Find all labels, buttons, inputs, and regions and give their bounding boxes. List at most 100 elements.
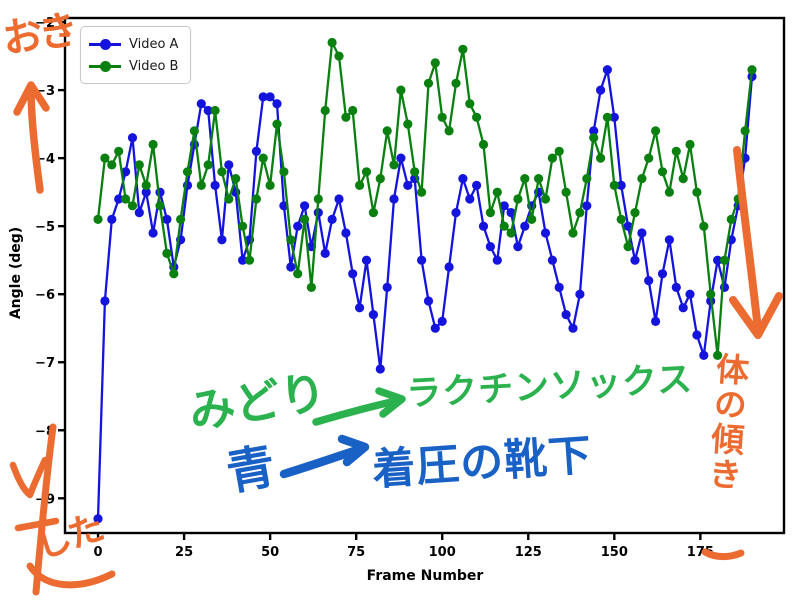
data-point-marker	[375, 174, 385, 184]
data-point-marker	[589, 126, 599, 136]
data-point-marker	[706, 289, 716, 299]
data-point-marker	[148, 139, 158, 150]
data-point-marker	[506, 228, 516, 238]
data-point-marker	[568, 228, 578, 238]
data-point-marker	[540, 228, 551, 238]
y-tick-label: −3	[35, 84, 55, 99]
data-point-marker	[561, 187, 571, 197]
data-point-marker	[664, 235, 675, 245]
y-tick-label: −8	[35, 424, 55, 439]
series-video-b	[93, 37, 757, 360]
data-point-marker	[657, 167, 668, 177]
data-point-marker	[396, 153, 406, 163]
data-point-marker	[258, 92, 268, 102]
data-point-marker	[210, 105, 220, 116]
data-point-marker	[423, 78, 434, 88]
data-point-marker	[306, 282, 316, 292]
data-point-marker	[596, 85, 606, 95]
x-tick-label: 175	[687, 545, 714, 560]
data-point-marker	[155, 201, 165, 211]
data-point-marker	[485, 208, 495, 218]
data-point-marker	[747, 65, 757, 75]
data-point-marker	[740, 126, 750, 136]
data-point-marker	[224, 160, 234, 170]
data-point-marker	[238, 221, 248, 231]
data-point-marker	[341, 228, 351, 238]
data-point-marker	[293, 221, 303, 231]
data-point-marker	[114, 146, 124, 156]
data-point-marker	[540, 194, 551, 204]
data-point-marker	[141, 180, 151, 190]
data-point-marker	[203, 160, 213, 170]
data-point-marker	[121, 194, 131, 204]
x-axis-label: Frame Number	[366, 568, 484, 584]
data-point-marker	[238, 255, 248, 265]
handwritten-note-top-left: おき	[0, 7, 78, 63]
data-point-marker	[189, 126, 199, 136]
data-point-marker	[527, 214, 537, 224]
data-point-marker	[107, 160, 117, 170]
data-point-marker	[534, 174, 544, 184]
data-point-marker	[217, 235, 227, 245]
data-point-marker	[589, 133, 599, 143]
data-point-marker	[644, 276, 654, 286]
data-point-marker	[451, 78, 461, 88]
data-point-marker	[334, 194, 344, 204]
data-point-marker	[93, 214, 103, 224]
data-point-marker	[451, 208, 461, 218]
data-point-marker	[100, 296, 110, 306]
x-tick-label: 0	[94, 545, 103, 560]
data-point-marker	[478, 139, 489, 150]
data-point-marker	[127, 201, 138, 211]
data-point-marker	[609, 112, 619, 122]
data-point-marker	[361, 255, 372, 265]
y-tick-label: −9	[35, 492, 55, 507]
data-point-marker	[499, 201, 509, 211]
data-point-marker	[272, 119, 282, 129]
x-tick-label: 25	[175, 545, 193, 560]
data-point-marker	[664, 187, 675, 197]
legend-item-video-b: Video B	[89, 55, 178, 77]
data-point-marker	[554, 146, 564, 156]
data-point-marker	[547, 153, 558, 163]
data-point-marker	[334, 51, 344, 61]
data-point-marker	[320, 105, 330, 116]
data-point-marker	[692, 330, 702, 340]
data-point-marker	[265, 92, 275, 102]
data-point-marker	[134, 160, 144, 170]
data-point-marker	[382, 126, 392, 136]
data-point-marker	[341, 112, 351, 122]
data-point-marker	[368, 208, 378, 218]
data-point-marker	[417, 255, 427, 265]
y-tick-label: −6	[35, 288, 55, 303]
data-point-marker	[699, 221, 709, 231]
data-point-marker	[678, 303, 688, 313]
data-point-marker	[637, 228, 647, 238]
data-point-marker	[465, 194, 475, 204]
data-point-marker	[561, 310, 571, 320]
data-point-marker	[244, 255, 255, 265]
data-point-marker	[582, 174, 592, 184]
data-point-marker	[685, 289, 695, 299]
data-point-marker	[224, 194, 234, 204]
data-point-marker	[162, 248, 172, 258]
data-point-marker	[403, 119, 413, 129]
data-point-marker	[121, 167, 131, 177]
data-point-marker	[430, 323, 440, 333]
data-point-marker	[423, 296, 434, 306]
data-point-marker	[520, 221, 530, 231]
data-point-marker	[430, 58, 440, 68]
data-point-marker	[499, 221, 509, 231]
y-axis-label: Angle (deg)	[8, 226, 24, 320]
legend-label-video-b: Video B	[129, 58, 179, 74]
data-point-marker	[389, 194, 399, 204]
data-point-marker	[176, 214, 186, 224]
legend: Video A Video B	[80, 26, 192, 84]
data-point-marker	[575, 208, 585, 218]
data-point-marker	[513, 242, 523, 252]
data-point-marker	[327, 214, 337, 224]
data-point-marker	[389, 160, 399, 170]
data-point-marker	[348, 105, 358, 116]
data-point-marker	[203, 105, 213, 116]
